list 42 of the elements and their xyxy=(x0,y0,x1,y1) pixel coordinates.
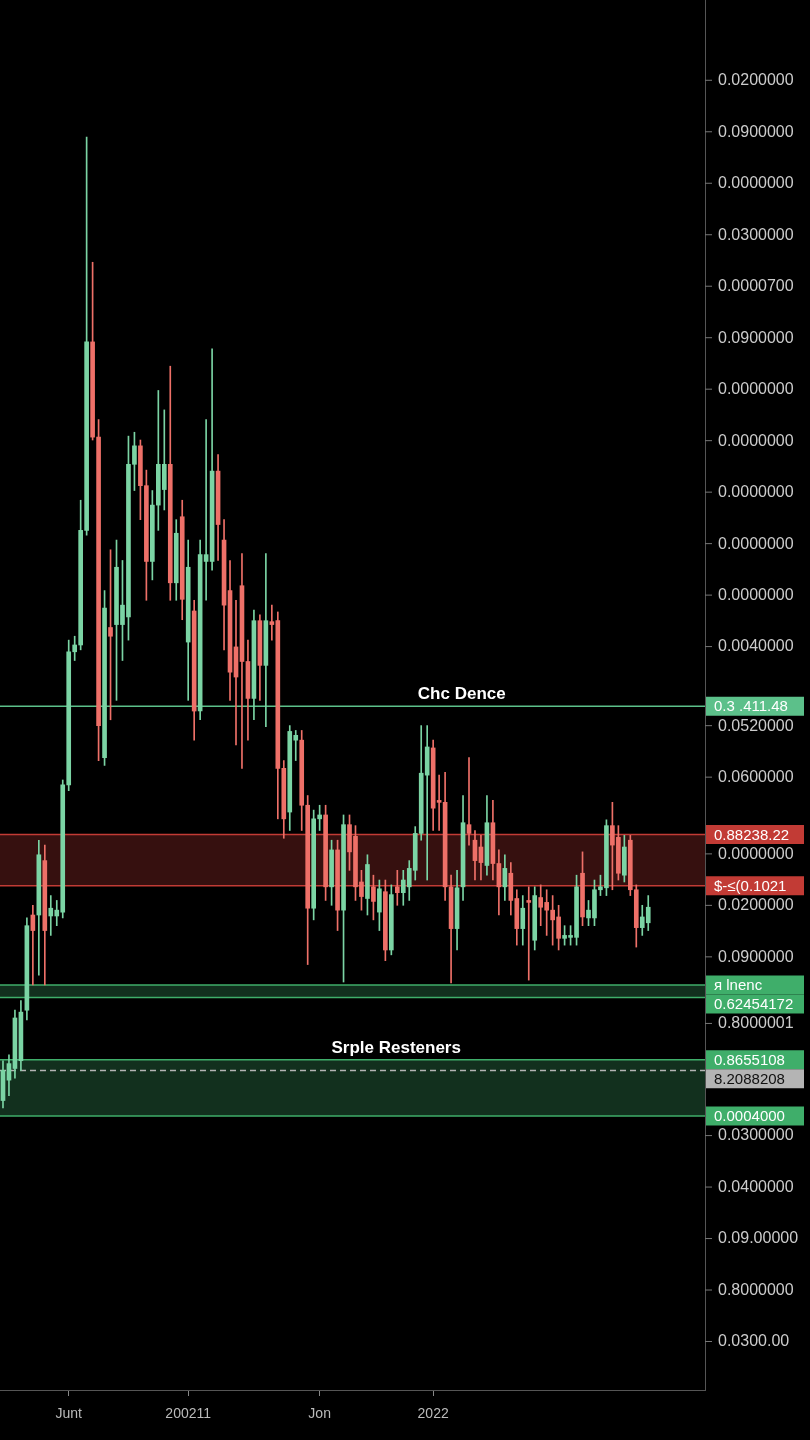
candlestick xyxy=(526,886,532,981)
text: 0.0600000 xyxy=(718,768,794,786)
text: 0.0000000 xyxy=(718,483,794,501)
text: 0.0300.00 xyxy=(718,1332,790,1350)
text: 0.0900000 xyxy=(718,122,794,140)
text: 0.0900000 xyxy=(718,947,794,965)
text: 0.8000001 xyxy=(718,1014,794,1032)
text: 0.0000000 xyxy=(718,534,794,552)
text: 0.0000000 xyxy=(718,174,794,192)
candlestick xyxy=(394,870,400,906)
x-tick-label: Jon xyxy=(308,1405,331,1422)
text: 0.0200000 xyxy=(718,896,794,914)
text: 0.0300000 xyxy=(718,1126,794,1144)
text: 0.09.00000 xyxy=(718,1229,799,1247)
text: ᴙ lnenc xyxy=(714,976,763,994)
text: 0.0040000 xyxy=(718,637,794,655)
x-tick-label: 200211 xyxy=(165,1405,212,1422)
annotation: Chc Dence xyxy=(417,684,506,704)
candlestick xyxy=(466,757,472,846)
text: 0.8000000 xyxy=(718,1280,794,1298)
text: 0.0000700 xyxy=(718,277,794,295)
text: 0.0000000 xyxy=(718,380,794,398)
candlestick xyxy=(436,774,442,831)
text: 0.0000000 xyxy=(718,431,794,449)
text: 0.8655108 xyxy=(714,1050,785,1068)
text: 0.0000000 xyxy=(718,586,794,604)
text: 0.0520000 xyxy=(718,716,794,734)
x-tick-label: 2022 xyxy=(417,1405,449,1422)
text: 0.0300000 xyxy=(718,225,794,243)
text: 0.0400000 xyxy=(718,1177,794,1195)
text: 0.88238.22 xyxy=(714,825,790,843)
text: 0.62454172 xyxy=(714,995,794,1013)
band-label: Srple Resteners xyxy=(331,1037,461,1057)
text: 0.3 .411.48 xyxy=(714,697,788,715)
text: 0.0004000 xyxy=(714,1107,785,1125)
text: 0.0000000 xyxy=(718,844,794,862)
candlestick xyxy=(203,419,209,601)
text: 0.0900000 xyxy=(718,328,794,346)
text: 0.0200000 xyxy=(718,71,794,89)
text: $-≤(0.1021 xyxy=(714,877,787,895)
x-tick-label: Junt xyxy=(55,1405,83,1422)
text: 8.2088208 xyxy=(714,1069,785,1087)
